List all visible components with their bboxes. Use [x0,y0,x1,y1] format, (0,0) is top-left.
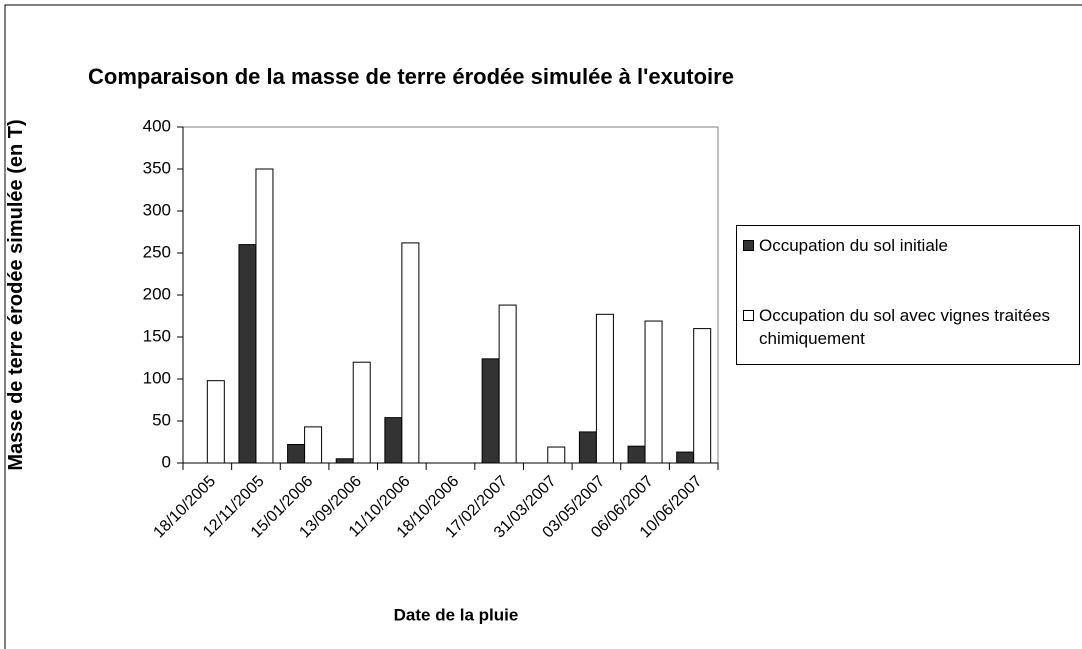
y-tick-label: 300 [143,200,171,219]
bar [644,320,663,464]
bar [481,358,500,464]
y-axis-title: Masse de terre érodée simulée (en T) [5,119,27,471]
bar [206,380,225,464]
bar [498,304,517,464]
y-tick-label: 200 [143,284,171,303]
bar [255,168,274,464]
bar [693,328,712,464]
bar [627,445,646,464]
bar [352,361,371,464]
legend: Occupation du sol initiale Occupation du … [736,225,1080,365]
bar [238,244,257,464]
legend-item: Occupation du sol initiale [743,234,1073,257]
y-tick-label: 100 [143,368,171,387]
legend-label: Occupation du sol avec vignes traitées c… [759,306,1051,348]
y-tick-label: 250 [143,242,171,261]
y-tick-label: 150 [143,326,171,345]
legend-item: Occupation du sol avec vignes traitées c… [743,304,1073,350]
bar [676,451,695,464]
legend-label: Occupation du sol initiale [759,236,949,255]
bar [595,313,614,464]
bar [547,446,566,464]
y-tick-label: 50 [152,410,171,429]
bar [578,431,597,464]
bar [384,417,403,464]
chart-title: Comparaison de la masse de terre érodée … [88,64,734,89]
x-axis-title: Date de la pluie [394,605,519,624]
bar [335,458,354,464]
bar [304,426,323,464]
legend-swatch [743,240,754,251]
bar [401,242,420,464]
legend-swatch [743,310,754,321]
y-tick-label: 350 [143,158,171,177]
y-tick-label: 400 [143,116,171,135]
y-tick-label: 0 [162,452,171,471]
bar [287,444,306,464]
